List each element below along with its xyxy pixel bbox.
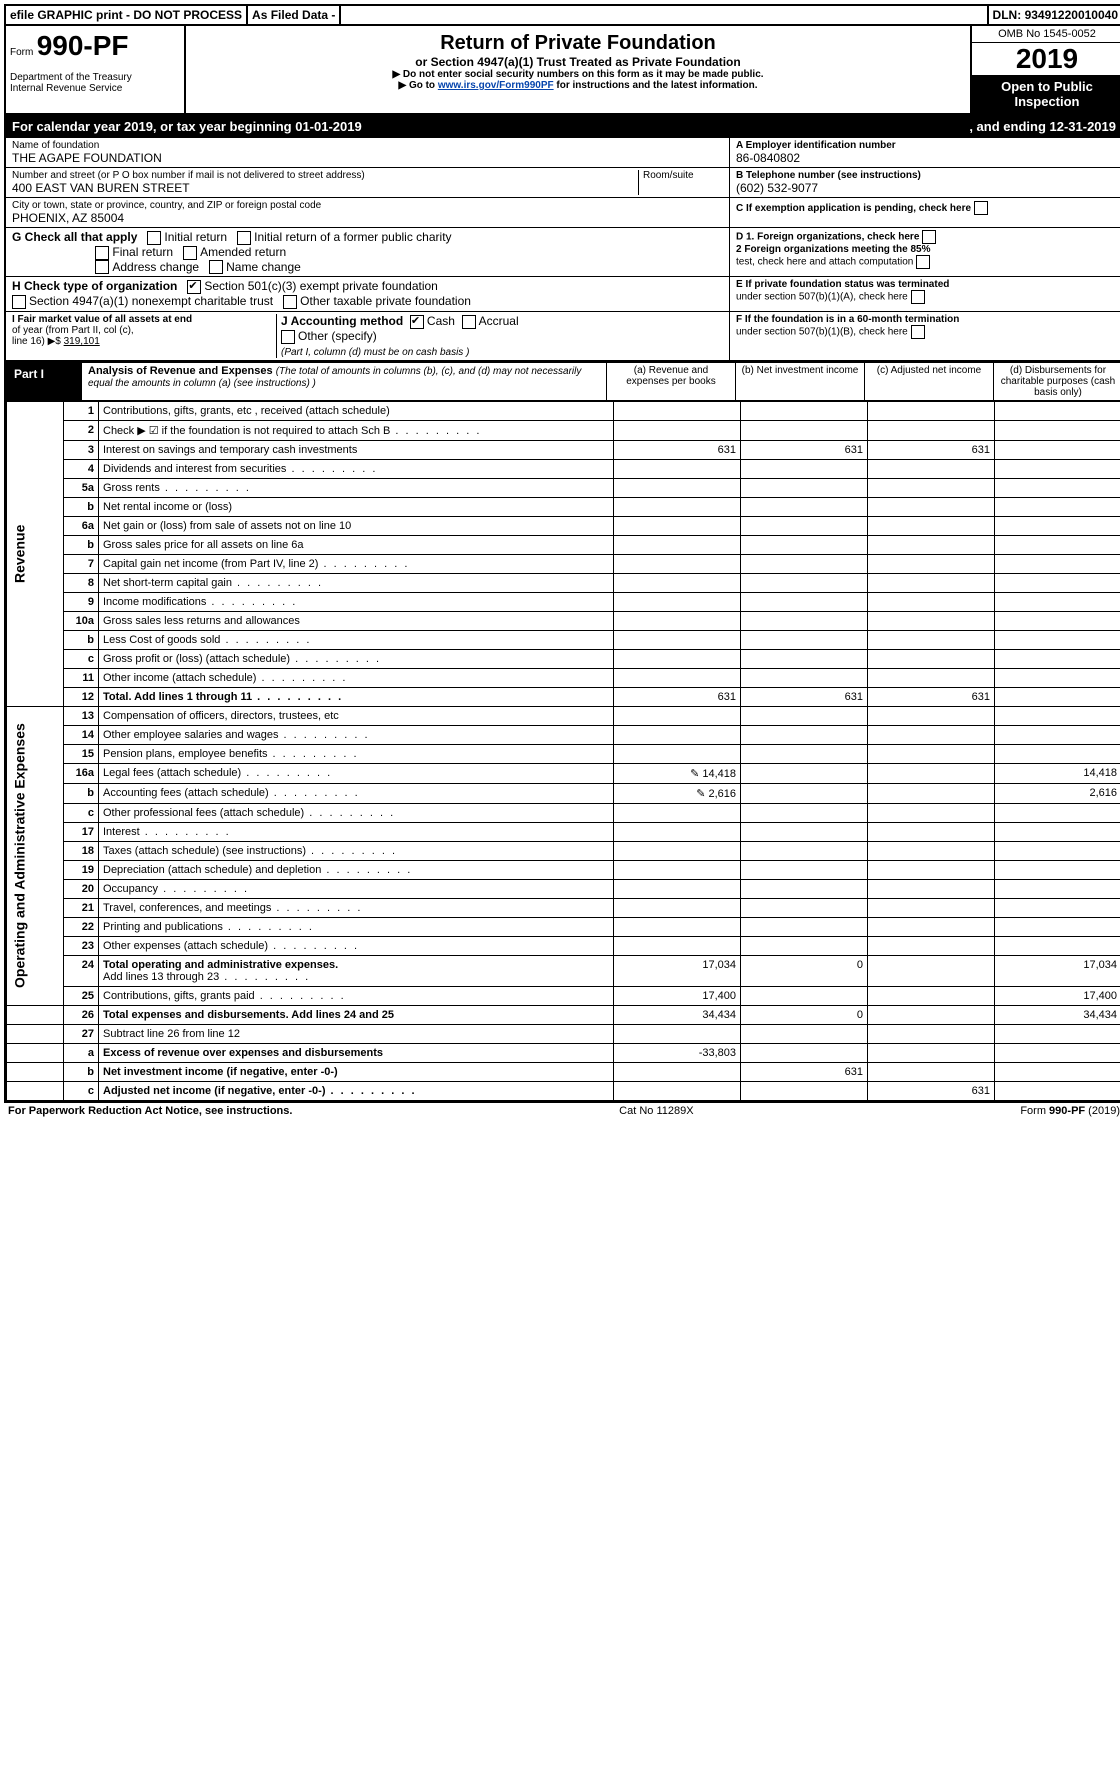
- part1-label: Part I: [6, 363, 82, 400]
- h-other-checkbox[interactable]: [283, 295, 297, 309]
- irs-link[interactable]: www.irs.gov/Form990PF: [438, 80, 554, 91]
- col-c-header: (c) Adjusted net income: [864, 363, 993, 400]
- j-other-checkbox[interactable]: [281, 330, 295, 344]
- street-row: Number and street (or P O box number if …: [6, 168, 1120, 198]
- g-former-checkbox[interactable]: [237, 231, 251, 245]
- col-b-header: (b) Net investment income: [735, 363, 864, 400]
- d2-checkbox[interactable]: [916, 255, 930, 269]
- dln: DLN: 93491220010040: [989, 6, 1120, 24]
- g-final-checkbox[interactable]: [95, 246, 109, 260]
- form-subtitle: or Section 4947(a)(1) Trust Treated as P…: [192, 55, 964, 69]
- g-address-checkbox[interactable]: [95, 260, 109, 274]
- part1-header: Part I Analysis of Revenue and Expenses …: [6, 361, 1120, 401]
- j-accrual-checkbox[interactable]: [462, 315, 476, 329]
- ssn-warning: ▶ Do not enter social security numbers o…: [192, 69, 964, 80]
- g-amended-checkbox[interactable]: [183, 246, 197, 260]
- revenue-side-label: Revenue: [7, 401, 64, 706]
- omb-number: OMB No 1545-0052: [972, 26, 1120, 43]
- form-container: efile GRAPHIC print - DO NOT PROCESS As …: [4, 4, 1120, 1103]
- h-row: H Check type of organization Section 501…: [6, 277, 1120, 312]
- g-initial-checkbox[interactable]: [147, 231, 161, 245]
- e-checkbox[interactable]: [911, 290, 925, 304]
- city-row: City or town, state or province, country…: [6, 198, 1120, 228]
- g-row: G Check all that apply Initial return In…: [6, 228, 1120, 277]
- g-name-checkbox[interactable]: [209, 260, 223, 274]
- dept-label: Department of the Treasury: [10, 72, 180, 83]
- d1-checkbox[interactable]: [922, 230, 936, 244]
- col-a-header: (a) Revenue and expenses per books: [606, 363, 735, 400]
- page-footer: For Paperwork Reduction Act Notice, see …: [4, 1103, 1120, 1119]
- fmv-value: 319,101: [64, 336, 100, 347]
- city-state-zip: PHOENIX, AZ 85004: [12, 211, 723, 225]
- part1-table: Revenue 1Contributions, gifts, grants, e…: [6, 401, 1120, 1101]
- top-bar: efile GRAPHIC print - DO NOT PROCESS As …: [6, 6, 1120, 26]
- c-checkbox[interactable]: [974, 201, 988, 215]
- irs-label: Internal Revenue Service: [10, 83, 180, 94]
- cat-no: Cat No 11289X: [619, 1105, 693, 1117]
- tax-year: 2019: [972, 43, 1120, 75]
- street-address: 400 EAST VAN BUREN STREET: [12, 181, 638, 195]
- phone: (602) 532-9077: [736, 181, 1116, 195]
- f-checkbox[interactable]: [911, 325, 925, 339]
- form-ref: Form 990-PF (2019): [1020, 1105, 1120, 1117]
- name-row: Name of foundation THE AGAPE FOUNDATION …: [6, 138, 1120, 168]
- goto-line: ▶ Go to www.irs.gov/Form990PF for instru…: [192, 80, 964, 91]
- expenses-side-label: Operating and Administrative Expenses: [7, 706, 64, 1005]
- ij-row: I Fair market value of all assets at end…: [6, 312, 1120, 361]
- open-public-badge: Open to Public Inspection: [972, 75, 1120, 113]
- form-title: Return of Private Foundation: [192, 32, 964, 55]
- h-4947-checkbox[interactable]: [12, 295, 26, 309]
- form-number: 990-PF: [37, 30, 129, 61]
- calendar-year-bar: For calendar year 2019, or tax year begi…: [6, 115, 1120, 138]
- col-d-header: (d) Disbursements for charitable purpose…: [993, 363, 1120, 400]
- foundation-name: THE AGAPE FOUNDATION: [12, 151, 723, 165]
- h-501c3-checkbox[interactable]: [187, 280, 201, 294]
- j-cash-checkbox[interactable]: [410, 315, 424, 329]
- asfiled-label: As Filed Data -: [248, 6, 341, 24]
- efile-notice: efile GRAPHIC print - DO NOT PROCESS: [6, 6, 248, 24]
- form-word: Form: [10, 47, 33, 58]
- header-block: Form 990-PF Department of the Treasury I…: [6, 26, 1120, 115]
- ein: 86-0840802: [736, 151, 1116, 165]
- paperwork-notice: For Paperwork Reduction Act Notice, see …: [8, 1105, 292, 1117]
